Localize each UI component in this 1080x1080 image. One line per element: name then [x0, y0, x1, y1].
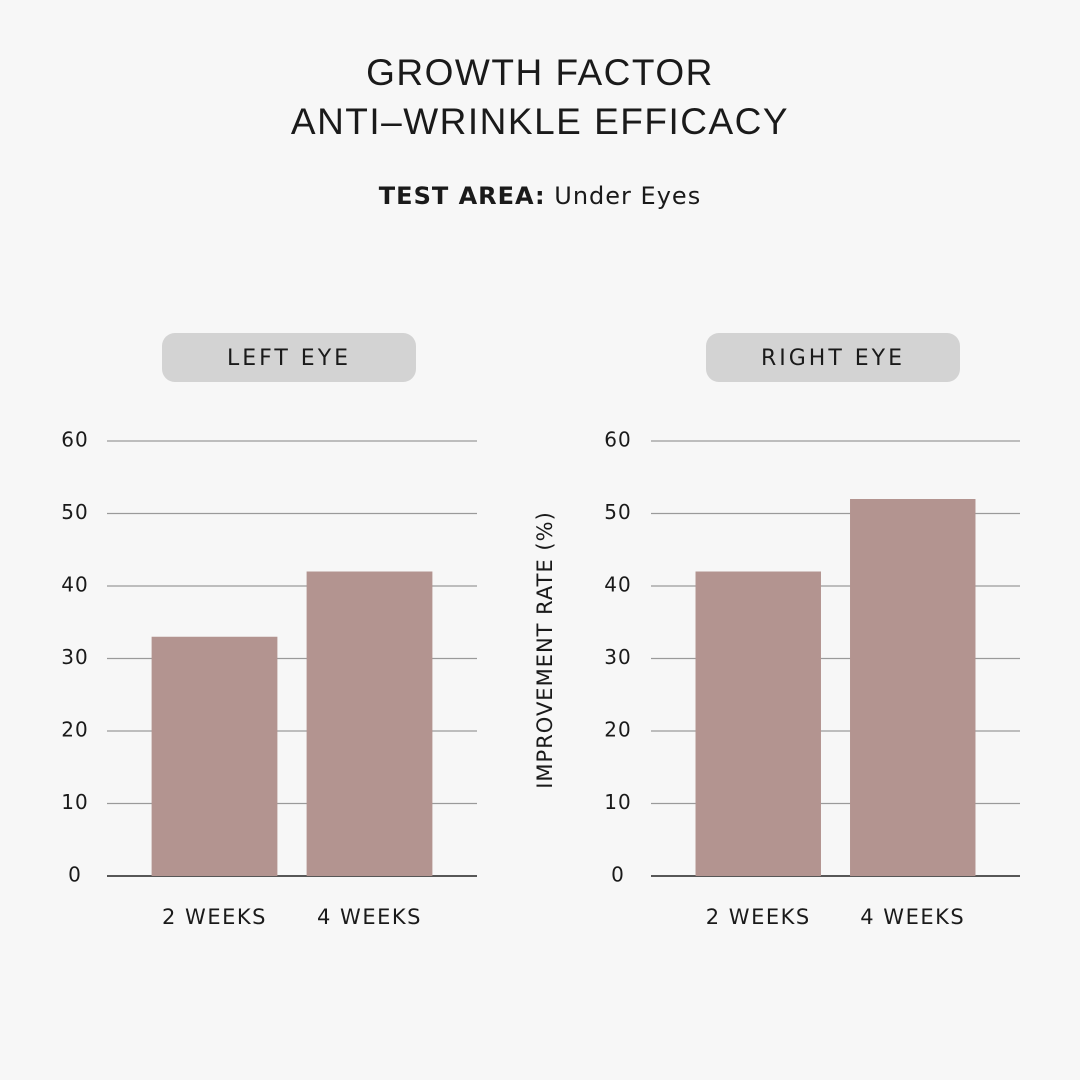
x-tick-label: 2 WEEKS — [162, 905, 267, 929]
y-tick-label: 20 — [604, 718, 631, 742]
subtitle-label: TEST AREA: — [379, 182, 546, 210]
chart-title: RIGHT EYE — [761, 346, 905, 371]
y-tick-label: 10 — [604, 790, 631, 814]
title-line: ANTI–WRINKLE EFFICACY — [291, 101, 789, 142]
chart-title-pill — [706, 333, 960, 382]
chart-title-pill — [162, 333, 416, 382]
bar — [151, 636, 278, 876]
bar — [695, 571, 821, 876]
y-tick-label: 0 — [68, 863, 82, 887]
title-line: GROWTH FACTOR — [366, 52, 714, 93]
y-tick-label: 30 — [604, 645, 631, 669]
bar — [306, 571, 433, 876]
x-tick-label: 2 WEEKS — [706, 905, 811, 929]
y-axis-label: IMPROVEMENT RATE (%) — [533, 511, 557, 789]
y-tick-label: 60 — [61, 428, 88, 452]
y-tick-label: 50 — [61, 500, 88, 524]
subtitle-value: Under Eyes — [554, 182, 701, 210]
y-tick-label: 40 — [604, 573, 631, 597]
y-tick-label: 40 — [61, 573, 88, 597]
x-tick-label: 4 WEEKS — [860, 905, 965, 929]
y-tick-label: 0 — [611, 863, 625, 887]
y-tick-label: 20 — [61, 718, 88, 742]
y-tick-label: 50 — [604, 500, 631, 524]
y-tick-label: 30 — [61, 645, 88, 669]
chart-title: LEFT EYE — [227, 346, 351, 371]
y-tick-label: 60 — [604, 428, 631, 452]
y-tick-label: 10 — [61, 790, 88, 814]
subtitle: TEST AREA: Under Eyes — [379, 182, 701, 210]
x-tick-label: 4 WEEKS — [317, 905, 422, 929]
bar — [850, 499, 976, 876]
